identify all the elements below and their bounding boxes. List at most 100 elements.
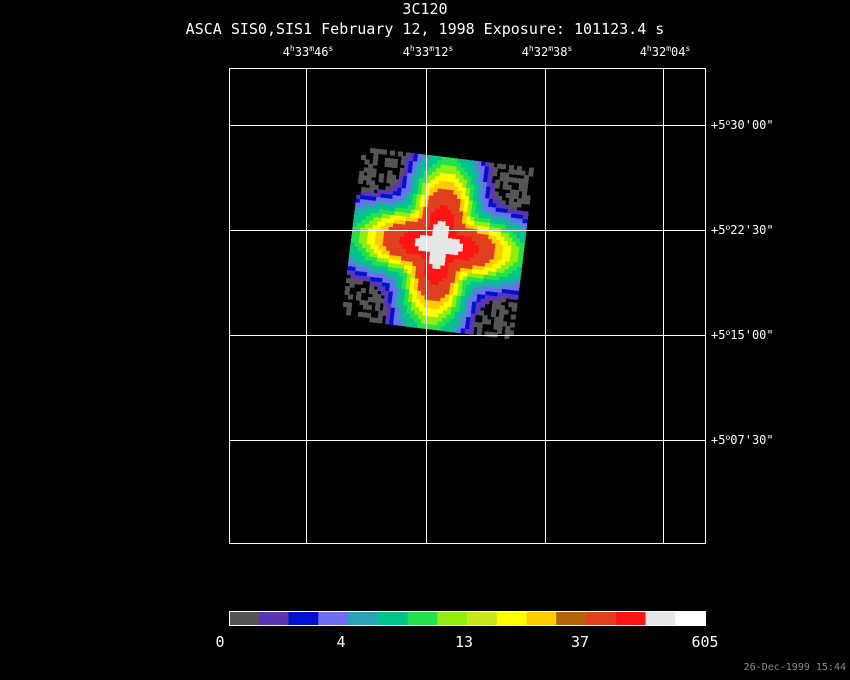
image-pixel: [445, 286, 451, 292]
image-pixel: [367, 236, 373, 242]
image-pixel: [420, 226, 426, 232]
image-pixel: [407, 172, 413, 178]
image-pixel: [397, 224, 402, 229]
image-pixel: [412, 262, 418, 268]
image-pixel: [457, 291, 463, 297]
image-pixel: [356, 295, 361, 301]
image-pixel: [497, 321, 503, 326]
image-pixel: [409, 289, 415, 295]
image-pixel: [377, 314, 383, 320]
image-pixel: [454, 283, 460, 289]
image-pixel: [420, 230, 426, 236]
image-pixel: [445, 161, 450, 167]
image-pixel: [484, 263, 490, 268]
image-pixel: [494, 320, 499, 326]
image-pixel: [457, 158, 463, 164]
colorbar-swatch: [615, 611, 646, 625]
image-pixel: [433, 188, 439, 194]
image-pixel: [401, 256, 407, 262]
image-pixel: [415, 234, 421, 240]
image-pixel: [408, 161, 414, 166]
image-pixel: [419, 303, 425, 309]
image-pixel: [399, 167, 405, 173]
image-pixel: [397, 288, 403, 294]
image-pixel: [406, 176, 412, 182]
image-pixel: [464, 167, 470, 173]
image-pixel: [391, 239, 397, 245]
image-pixel: [435, 301, 441, 307]
image-pixel: [474, 281, 480, 287]
image-pixel: [432, 292, 438, 298]
image-pixel: [509, 193, 515, 199]
image-pixel: [482, 282, 488, 288]
image-pixel: [423, 239, 429, 245]
image-pixel: [421, 323, 427, 329]
image-pixel: [473, 160, 479, 166]
image-pixel: [468, 200, 474, 206]
image-pixel: [519, 178, 525, 184]
image-pixel: [378, 149, 383, 155]
image-pixel: [513, 262, 519, 268]
image-pixel: [402, 313, 408, 319]
image-pixel: [375, 265, 381, 271]
image-pixel: [439, 237, 445, 243]
image-pixel: [468, 164, 474, 170]
image-pixel: [469, 289, 475, 295]
image-pixel: [447, 177, 452, 183]
image-pixel: [496, 300, 502, 306]
image-pixel: [478, 213, 484, 219]
image-pixel: [429, 159, 435, 165]
image-pixel: [453, 190, 459, 196]
image-pixel: [381, 250, 387, 256]
image-pixel: [447, 238, 453, 244]
image-pixel: [481, 222, 487, 228]
image-pixel: [439, 269, 445, 275]
image-pixel: [450, 214, 456, 220]
image-pixel: [455, 174, 461, 180]
image-pixel: [488, 199, 494, 204]
image-pixel: [402, 309, 408, 315]
image-pixel: [385, 222, 391, 228]
image-pixel: [360, 223, 366, 229]
image-pixel: [500, 232, 506, 238]
image-pixel: [399, 272, 405, 278]
image-pixel: [392, 231, 398, 237]
image-pixel: [386, 275, 392, 281]
image-pixel: [444, 266, 450, 272]
image-pixel: [490, 187, 496, 193]
image-pixel: [419, 202, 425, 208]
image-pixel: [409, 322, 415, 328]
image-pixel: [363, 300, 369, 306]
image-pixel: [477, 258, 483, 263]
image-pixel: [390, 215, 396, 221]
image-pixel: [350, 242, 356, 248]
image-pixel: [368, 260, 374, 266]
image-pixel: [422, 211, 428, 216]
image-pixel: [358, 211, 364, 217]
image-pixel: [510, 217, 516, 223]
image-pixel: [414, 177, 420, 183]
image-pixel: [372, 225, 378, 230]
image-pixel: [465, 288, 471, 294]
image-pixel: [363, 167, 369, 173]
image-pixel: [458, 179, 464, 185]
image-pixel: [416, 294, 422, 300]
image-pixel: [488, 170, 494, 176]
image-pixel: [450, 278, 456, 284]
image-pixel: [352, 222, 358, 228]
image-pixel: [429, 284, 435, 290]
image-pixel: [442, 278, 448, 283]
image-pixel: [351, 230, 357, 236]
image-pixel: [444, 294, 450, 300]
image-pixel: [353, 246, 359, 252]
image-pixel: [397, 316, 403, 322]
image-pixel: [379, 237, 385, 243]
image-pixel: [366, 212, 372, 218]
image-pixel: [410, 310, 416, 316]
image-pixel: [403, 168, 409, 174]
image-pixel: [486, 214, 492, 220]
image-pixel: [400, 296, 406, 302]
image-pixel: [472, 197, 478, 202]
image-pixel: [400, 232, 405, 238]
image-pixel: [385, 287, 391, 292]
